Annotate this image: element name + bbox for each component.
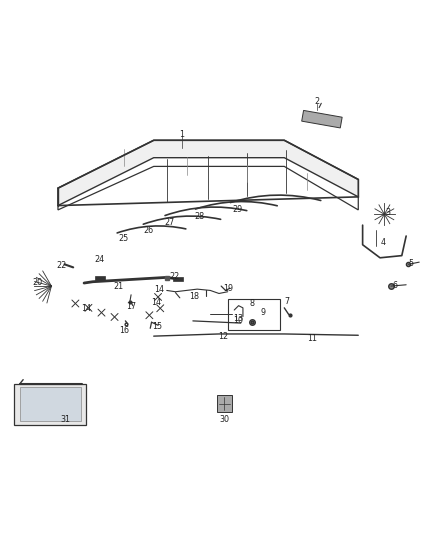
Text: 3: 3	[385, 208, 390, 217]
Text: 22: 22	[170, 272, 180, 280]
Text: 5: 5	[408, 259, 413, 268]
Text: 8: 8	[249, 299, 254, 308]
Text: 6: 6	[393, 281, 398, 290]
Text: 13: 13	[233, 314, 244, 323]
Text: 22: 22	[57, 261, 67, 270]
Bar	[217, 395, 232, 413]
Text: 24: 24	[94, 255, 104, 264]
Bar	[14, 384, 86, 425]
Bar	[302, 110, 342, 128]
Text: 20: 20	[32, 278, 42, 287]
Polygon shape	[58, 140, 358, 206]
Bar	[228, 299, 280, 329]
Text: 28: 28	[195, 212, 205, 221]
Text: 12: 12	[218, 332, 228, 341]
Text: 4: 4	[381, 238, 385, 247]
Text: 10: 10	[233, 317, 243, 326]
Text: 17: 17	[126, 302, 136, 311]
Bar	[95, 276, 105, 280]
Text: 19: 19	[223, 284, 233, 293]
Text: 27: 27	[165, 219, 175, 228]
Text: 18: 18	[190, 292, 200, 301]
Text: 1: 1	[180, 130, 184, 139]
Text: 21: 21	[114, 281, 124, 290]
Text: 7: 7	[284, 297, 289, 306]
Text: 2: 2	[315, 98, 320, 107]
Text: 14: 14	[154, 285, 164, 294]
Text: 9: 9	[261, 308, 266, 317]
Text: 29: 29	[233, 205, 243, 214]
Text: 16: 16	[119, 326, 129, 335]
Text: 25: 25	[118, 233, 128, 243]
Text: 30: 30	[220, 415, 230, 424]
Text: 15: 15	[152, 322, 162, 331]
Text: 14: 14	[81, 304, 91, 313]
Text: 31: 31	[61, 415, 71, 424]
Bar	[173, 277, 183, 281]
Bar	[20, 387, 81, 421]
Text: 26: 26	[143, 226, 153, 235]
Text: 14: 14	[151, 298, 161, 306]
Text: 11: 11	[307, 334, 318, 343]
